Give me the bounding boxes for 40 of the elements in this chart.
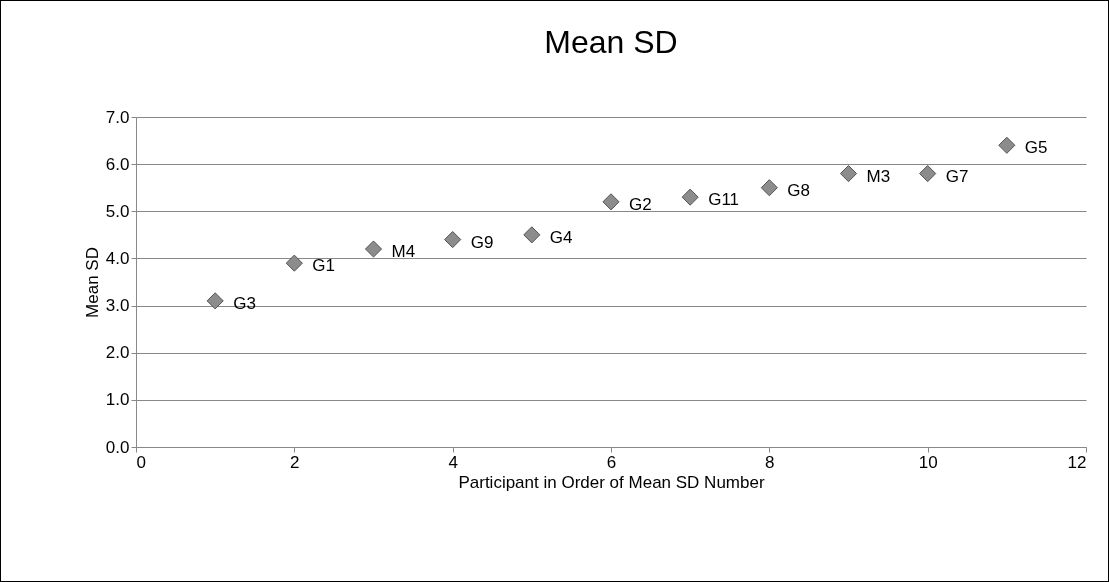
x-axis-title: Participant in Order of Mean SD Number: [458, 472, 765, 492]
x-tick-label: 10: [918, 452, 938, 472]
annotation: G2: [629, 194, 652, 214]
point: [364, 240, 383, 258]
y-axis-title: Mean SD: [82, 247, 102, 318]
point: [602, 193, 620, 211]
point: [681, 188, 699, 206]
x-tick-label: 12: [1067, 452, 1087, 472]
point: [839, 165, 858, 183]
x-tick-label: 2: [290, 452, 300, 472]
point: [444, 231, 462, 249]
x-tick-label: 8: [765, 452, 775, 472]
y-tick-label: 3.0: [105, 296, 130, 316]
annotation: G4: [549, 227, 573, 247]
point: [919, 165, 937, 183]
point: [285, 254, 303, 272]
chart-title: Mean SD: [544, 24, 678, 60]
y-tick-label: 0.0: [105, 437, 130, 457]
point: [523, 226, 541, 244]
annotation: G9: [470, 232, 494, 252]
annotation: G8: [787, 180, 811, 200]
y-tick-label: 6.0: [105, 154, 130, 174]
point: [998, 136, 1016, 154]
y-tick-label: 5.0: [105, 201, 130, 221]
annotation: G1: [312, 256, 336, 276]
annotation: G11: [708, 190, 740, 210]
x-tick-label: 0: [136, 452, 146, 472]
annotation: G7: [945, 166, 969, 186]
x-tick-label: 4: [448, 452, 458, 472]
annotation: G5: [1024, 138, 1048, 158]
annotation: G3: [233, 293, 256, 313]
point: [760, 179, 778, 197]
y-tick-label: 2.0: [105, 343, 130, 363]
y-tick-label: 7.0: [105, 107, 130, 127]
point: [206, 292, 224, 310]
y-tick-label: 1.0: [105, 390, 130, 410]
annotation: M3: [866, 166, 891, 186]
annotation: M4: [391, 242, 416, 261]
x-tick-label: 6: [606, 452, 617, 472]
y-tick-label: 4.0: [105, 248, 130, 268]
